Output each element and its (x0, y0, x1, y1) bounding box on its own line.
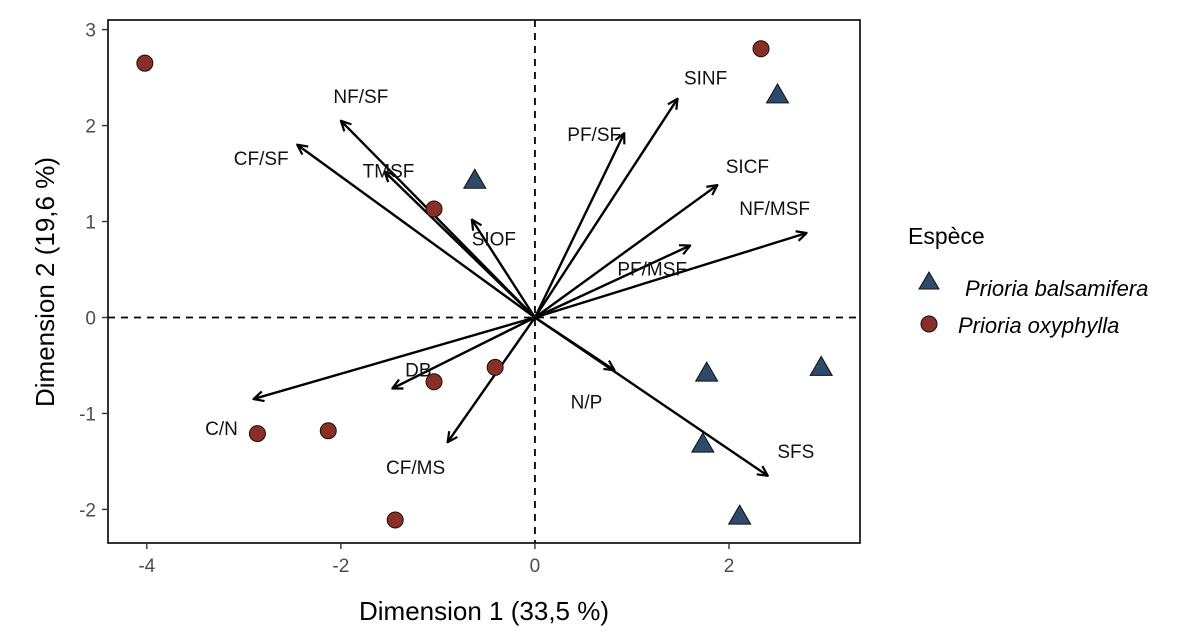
y-tick-label: 0 (85, 308, 96, 329)
vector-arrow-sfs (534, 316, 768, 475)
y-axis-title: Dimension 2 (19,6 %) (30, 157, 60, 407)
vector-label-pf-msf: PF/MSF (617, 260, 687, 281)
vector-arrow-pf-sf (533, 133, 624, 319)
vector-arrow-sicf (534, 185, 717, 319)
vector-arrow-cf-ms (448, 316, 536, 442)
y-tick-label: 2 (85, 117, 96, 138)
y-tick-label: 3 (85, 21, 96, 42)
vector-arrow-c-n (254, 316, 536, 399)
point-oxyphylla (386, 511, 404, 529)
point-oxyphylla (425, 373, 443, 391)
point-balsamifera (694, 361, 719, 382)
vector-arrow-pf-msf (534, 246, 690, 319)
point-oxyphylla (752, 40, 770, 58)
legend-triangle-icon (918, 271, 940, 290)
vector-arrow-tmsf (385, 172, 536, 319)
vector-label-siof: SIOF (472, 230, 516, 251)
y-tick-label: -1 (79, 404, 96, 425)
legend-circle-icon (920, 315, 938, 333)
data-points (136, 40, 834, 529)
vector-label-tmsf: TMSF (363, 162, 415, 183)
point-balsamifera (765, 82, 790, 104)
reference-lines (108, 20, 860, 543)
legend: Espèce Prioria balsamifera Prioria oxyph… (908, 223, 1148, 338)
legend-title: Espèce (908, 223, 985, 249)
vector-label-db: DB (405, 360, 431, 381)
point-oxyphylla (136, 54, 154, 72)
point-oxyphylla (248, 425, 266, 443)
vector-label-sinf: SINF (684, 69, 727, 90)
vector-arrow-sinf (533, 99, 678, 319)
x-axis-title: Dimension 1 (33,5 %) (359, 596, 609, 626)
point-balsamifera (727, 504, 752, 525)
vector-label-cf-sf: CF/SF (234, 149, 289, 170)
point-oxyphylla (425, 200, 443, 218)
point-balsamifera (809, 355, 834, 376)
x-tick-label: 0 (530, 556, 541, 577)
legend-label-balsamifera: Prioria balsamifera (965, 276, 1148, 301)
y-tick-label: -2 (79, 500, 96, 521)
vector-arrow-siof (472, 220, 536, 319)
x-tick-label: -2 (332, 556, 349, 577)
point-balsamifera (462, 168, 487, 189)
x-tick-label: -4 (138, 556, 155, 577)
vector-label-sfs: SFS (777, 442, 814, 463)
legend-label-oxyphylla: Prioria oxyphylla (958, 313, 1119, 338)
vector-label-pf-sf: PF/SF (567, 125, 621, 146)
vector-arrow-cf-sf (297, 145, 536, 319)
vector-arrow-nf-msf (534, 233, 807, 319)
vector-arrow-db (392, 316, 536, 388)
x-tick-label: 2 (724, 556, 735, 577)
vector-label-nf-msf: NF/MSF (739, 199, 810, 220)
point-oxyphylla (319, 422, 337, 440)
vector-label-sicf: SICF (726, 157, 769, 178)
y-axis-ticks: -2 -1 0 1 2 3 (79, 21, 108, 521)
vector-label-c-n: C/N (205, 419, 238, 440)
point-balsamifera (690, 432, 715, 453)
point-oxyphylla (486, 358, 504, 376)
x-axis-ticks: -4 -2 0 2 (138, 543, 734, 577)
vector-label-nf-sf: NF/SF (333, 87, 388, 108)
vector-label-n-p: N/P (571, 392, 603, 413)
vector-label-cf-ms: CF/MS (386, 458, 445, 479)
y-tick-label: 1 (85, 213, 96, 234)
loading-vectors: NF/SF CF/SF TMSF SIOF PF/SF SINF SICF NF/MSF PF/… (205, 69, 814, 480)
